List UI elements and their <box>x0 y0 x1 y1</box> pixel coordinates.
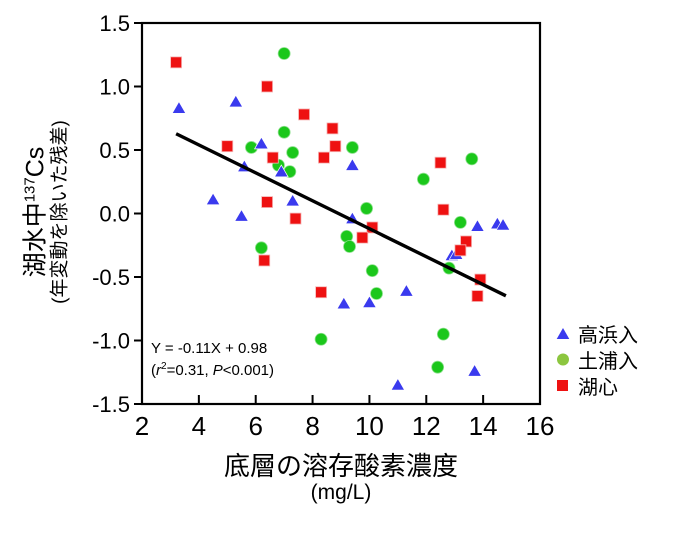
square-marker-icon <box>557 379 568 391</box>
data-point-square <box>471 290 484 302</box>
data-point-circle <box>286 146 300 159</box>
data-point-triangle <box>344 158 360 171</box>
data-point-triangle <box>228 94 244 108</box>
x-tick-label: 8 <box>305 411 319 441</box>
data-point-square <box>454 244 467 257</box>
data-point-square <box>258 254 271 267</box>
data-point-square <box>437 203 450 216</box>
circle-marker-icon <box>557 353 569 365</box>
data-point-square <box>434 156 447 169</box>
x-tick-label: 12 <box>412 411 441 441</box>
y-title-unit: Cs <box>21 146 50 178</box>
data-point-square <box>261 80 273 93</box>
data-point-circle <box>277 125 291 139</box>
data-point-circle <box>254 241 268 255</box>
stats-p-value: <0.001) <box>222 362 274 379</box>
data-point-square <box>289 212 302 225</box>
data-point-circle <box>345 141 359 154</box>
x-tick-label: 14 <box>469 411 498 441</box>
data-point-circle <box>465 152 479 166</box>
triangle-marker-icon <box>556 327 570 339</box>
data-point-circle <box>370 287 383 300</box>
data-point-square <box>266 151 279 164</box>
data-point-triangle <box>390 377 406 391</box>
x-tick-label: 4 <box>192 411 206 441</box>
data-point-circle <box>314 332 328 346</box>
y-tick-label: -1.0 <box>92 329 130 354</box>
legend-item-tsuchiurairi: 土浦入 <box>556 348 638 373</box>
data-point-square <box>329 140 342 153</box>
legend-label: 湖心 <box>578 376 618 399</box>
y-tick-label: -1.5 <box>92 392 130 417</box>
x-tick-label: 6 <box>248 411 262 441</box>
y-tick-label: 0.0 <box>99 202 130 227</box>
legend-label: 土浦入 <box>578 350 638 373</box>
regression-annotation: Y = -0.11X + 0.98 (r2=0.31, P<0.001) <box>151 340 274 380</box>
data-point-triangle <box>273 164 289 178</box>
stats-r: r <box>156 362 161 379</box>
legend-label: 高浜入 <box>578 324 638 347</box>
stats-r2-value: =0.31, <box>166 362 209 379</box>
trend-line <box>175 132 507 298</box>
y-axis-title-main: 湖水中137Cs <box>16 120 49 304</box>
data-point-square <box>356 231 369 244</box>
data-point-circle <box>360 202 373 215</box>
data-point-triangle <box>234 208 249 222</box>
stats-r-superscript: 2 <box>161 361 167 372</box>
data-point-triangle <box>467 363 483 377</box>
data-point-circle <box>417 172 430 186</box>
data-point-square <box>221 140 234 153</box>
data-point-circle <box>365 264 379 278</box>
regression-equation: Y = -0.11X + 0.98 <box>151 340 268 357</box>
data-point-square <box>170 56 183 69</box>
data-point-triangle <box>470 219 485 232</box>
legend-item-takahamairi: 高浜入 <box>556 322 638 347</box>
data-point-circle <box>453 215 467 229</box>
data-point-triangle <box>336 296 352 310</box>
stats-open-paren: ( <box>151 362 156 379</box>
data-point-square <box>318 151 330 164</box>
y-tick-label: 0.5 <box>99 138 130 163</box>
data-point-triangle <box>285 193 301 207</box>
y-tick-label: 1.0 <box>99 75 130 100</box>
data-point-square <box>315 286 328 299</box>
legend-item-koshin: 湖心 <box>556 374 638 399</box>
data-point-triangle <box>205 192 221 206</box>
data-point-circle <box>436 327 450 341</box>
data-point-triangle <box>362 295 377 308</box>
data-point-square <box>261 196 273 208</box>
data-point-square <box>298 108 310 121</box>
x-tick-label: 10 <box>355 411 384 441</box>
y-title-superscript: 137 <box>21 177 39 203</box>
legend: 高浜入 土浦入 湖心 <box>556 322 638 399</box>
x-axis-title-unit: (mg/L) <box>310 481 372 504</box>
y-title-text: 湖水中 <box>21 202 50 278</box>
data-point-triangle <box>495 217 511 231</box>
y-axis-title-sub: (年変動を除いた残差) <box>49 120 71 304</box>
data-point-circle <box>343 240 356 253</box>
data-point-square <box>326 122 339 135</box>
data-point-circle <box>431 360 445 374</box>
x-tick-label: 2 <box>135 411 149 441</box>
x-axis-title: 底層の溶存酸素濃度 <box>223 451 458 481</box>
regression-stats: (r2=0.31, P<0.001) <box>151 358 274 380</box>
data-point-triangle <box>253 136 269 150</box>
y-tick-label: -0.5 <box>92 265 130 290</box>
x-tick-label: 16 <box>526 411 555 441</box>
data-point-triangle <box>398 283 414 297</box>
data-point-triangle <box>171 100 187 114</box>
stats-p: P <box>212 362 223 379</box>
y-tick-label: 1.5 <box>99 11 130 36</box>
data-point-circle <box>277 47 291 60</box>
y-axis-title: 湖水中137Cs (年変動を除いた残差) <box>16 120 71 304</box>
